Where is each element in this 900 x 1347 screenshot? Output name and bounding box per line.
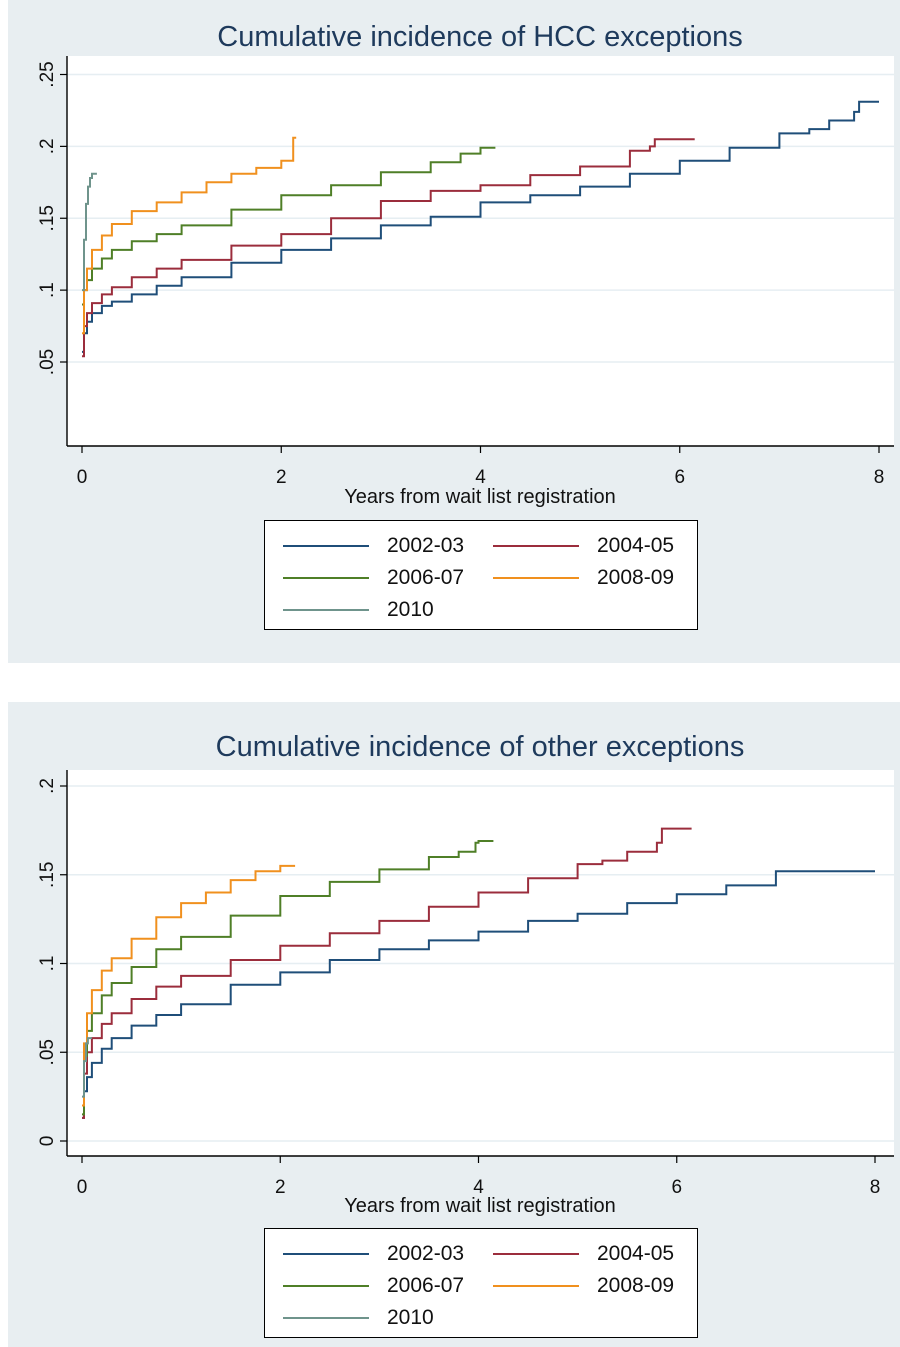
chart-title: Cumulative incidence of HCC exceptions [217,21,742,53]
series-line-2008-09 [82,864,296,1107]
legend-hcc: 2002-03 2004-05 2006-07 2008-09 2010 [264,520,698,630]
y-tick-label: 0 [37,1136,58,1147]
legend-item-other-2008-09: 2008-09 [493,1274,675,1297]
series-line-2010 [82,1037,92,1098]
legend-item-hcc-2004-05: 2004-05 [493,534,675,557]
legend-swatch [283,1253,369,1255]
chart-svg-other: 0 .05 .1 .15 .2 0 2 4 6 8 Cumulative incidence of … [37,731,894,1217]
series-line-2002-03 [82,100,879,353]
legend-label: 2004-05 [597,534,675,557]
y-tick-label: .25 [37,61,58,87]
legend-swatch [493,1285,579,1287]
legend-item-other-2010: 2010 [283,1306,434,1329]
legend-other: 2002-03 2004-05 2006-07 2008-09 2010 [264,1228,698,1338]
legend-swatch [493,545,579,547]
x-axis-label: Years from wait list registration [344,486,616,508]
y-tick-label: .05 [37,349,58,375]
legend-label: 2002-03 [387,534,465,557]
x-tick-label: 8 [874,467,885,488]
legend-item-other-2004-05: 2004-05 [493,1242,675,1265]
series-line-2010 [82,172,97,292]
legend-item-hcc-2010: 2010 [283,598,434,621]
x-tick-label: 6 [674,467,685,488]
plot-area [67,56,894,446]
legend-swatch [283,545,369,547]
x-tick-label: 2 [275,1177,286,1198]
x-tick-label: 0 [77,1177,88,1198]
series-line-2008-09 [82,136,297,335]
legend-item-other-2006-07: 2006-07 [283,1274,465,1297]
x-axis-label: Years from wait list registration [344,1195,616,1217]
series-line-2006-07 [82,146,496,306]
legend-swatch [283,1285,369,1287]
series-line-2006-07 [82,840,494,1116]
legend-item-other-2002-03: 2002-03 [283,1242,465,1265]
chart-title: Cumulative incidence of other exceptions [216,731,745,763]
series-line-2002-03 [82,870,875,1119]
legend-item-hcc-2008-09: 2008-09 [493,566,675,589]
y-tick-label: .15 [37,205,58,231]
legend-item-hcc-2002-03: 2002-03 [283,534,465,557]
legend-label: 2002-03 [387,1242,465,1265]
legend-swatch [283,577,369,579]
y-tick-label: .2 [37,138,58,154]
x-tick-label: 4 [473,1177,484,1198]
y-tick-label: .1 [37,956,58,972]
x-tick-label: 0 [77,467,88,488]
legend-label: 2006-07 [387,1274,465,1297]
chart-panel-other: 0 .05 .1 .15 .2 0 2 4 6 8 Cumulative incidence of … [8,702,900,1347]
x-tick-label: 4 [475,467,486,488]
legend-label: 2004-05 [597,1242,675,1265]
chart-panel-hcc: .05 .1 .15 .2 .25 0 2 4 6 8 Cumulative incidence o… [8,0,900,663]
x-tick-label: 2 [276,467,287,488]
y-tick-label: .05 [37,1039,58,1065]
y-tick-label: .2 [37,778,58,794]
legend-label: 2006-07 [387,566,465,589]
legend-label: 2008-09 [597,566,675,589]
y-tick-label: .15 [37,862,58,888]
legend-item-hcc-2006-07: 2006-07 [283,566,465,589]
legend-swatch [493,577,579,579]
legend-label: 2010 [387,1306,434,1329]
series-line-2004-05 [82,827,692,1119]
x-tick-label: 8 [870,1177,881,1198]
y-tick-label: .1 [37,282,58,298]
x-tick-label: 6 [671,1177,682,1198]
legend-label: 2010 [387,598,434,621]
legend-swatch [493,1253,579,1255]
legend-label: 2008-09 [597,1274,675,1297]
chart-svg-hcc: .05 .1 .15 .2 .25 0 2 4 6 8 Cumulative incidence o… [37,21,894,508]
series-line-2004-05 [82,138,695,358]
legend-swatch [283,609,369,611]
legend-swatch [283,1317,369,1319]
